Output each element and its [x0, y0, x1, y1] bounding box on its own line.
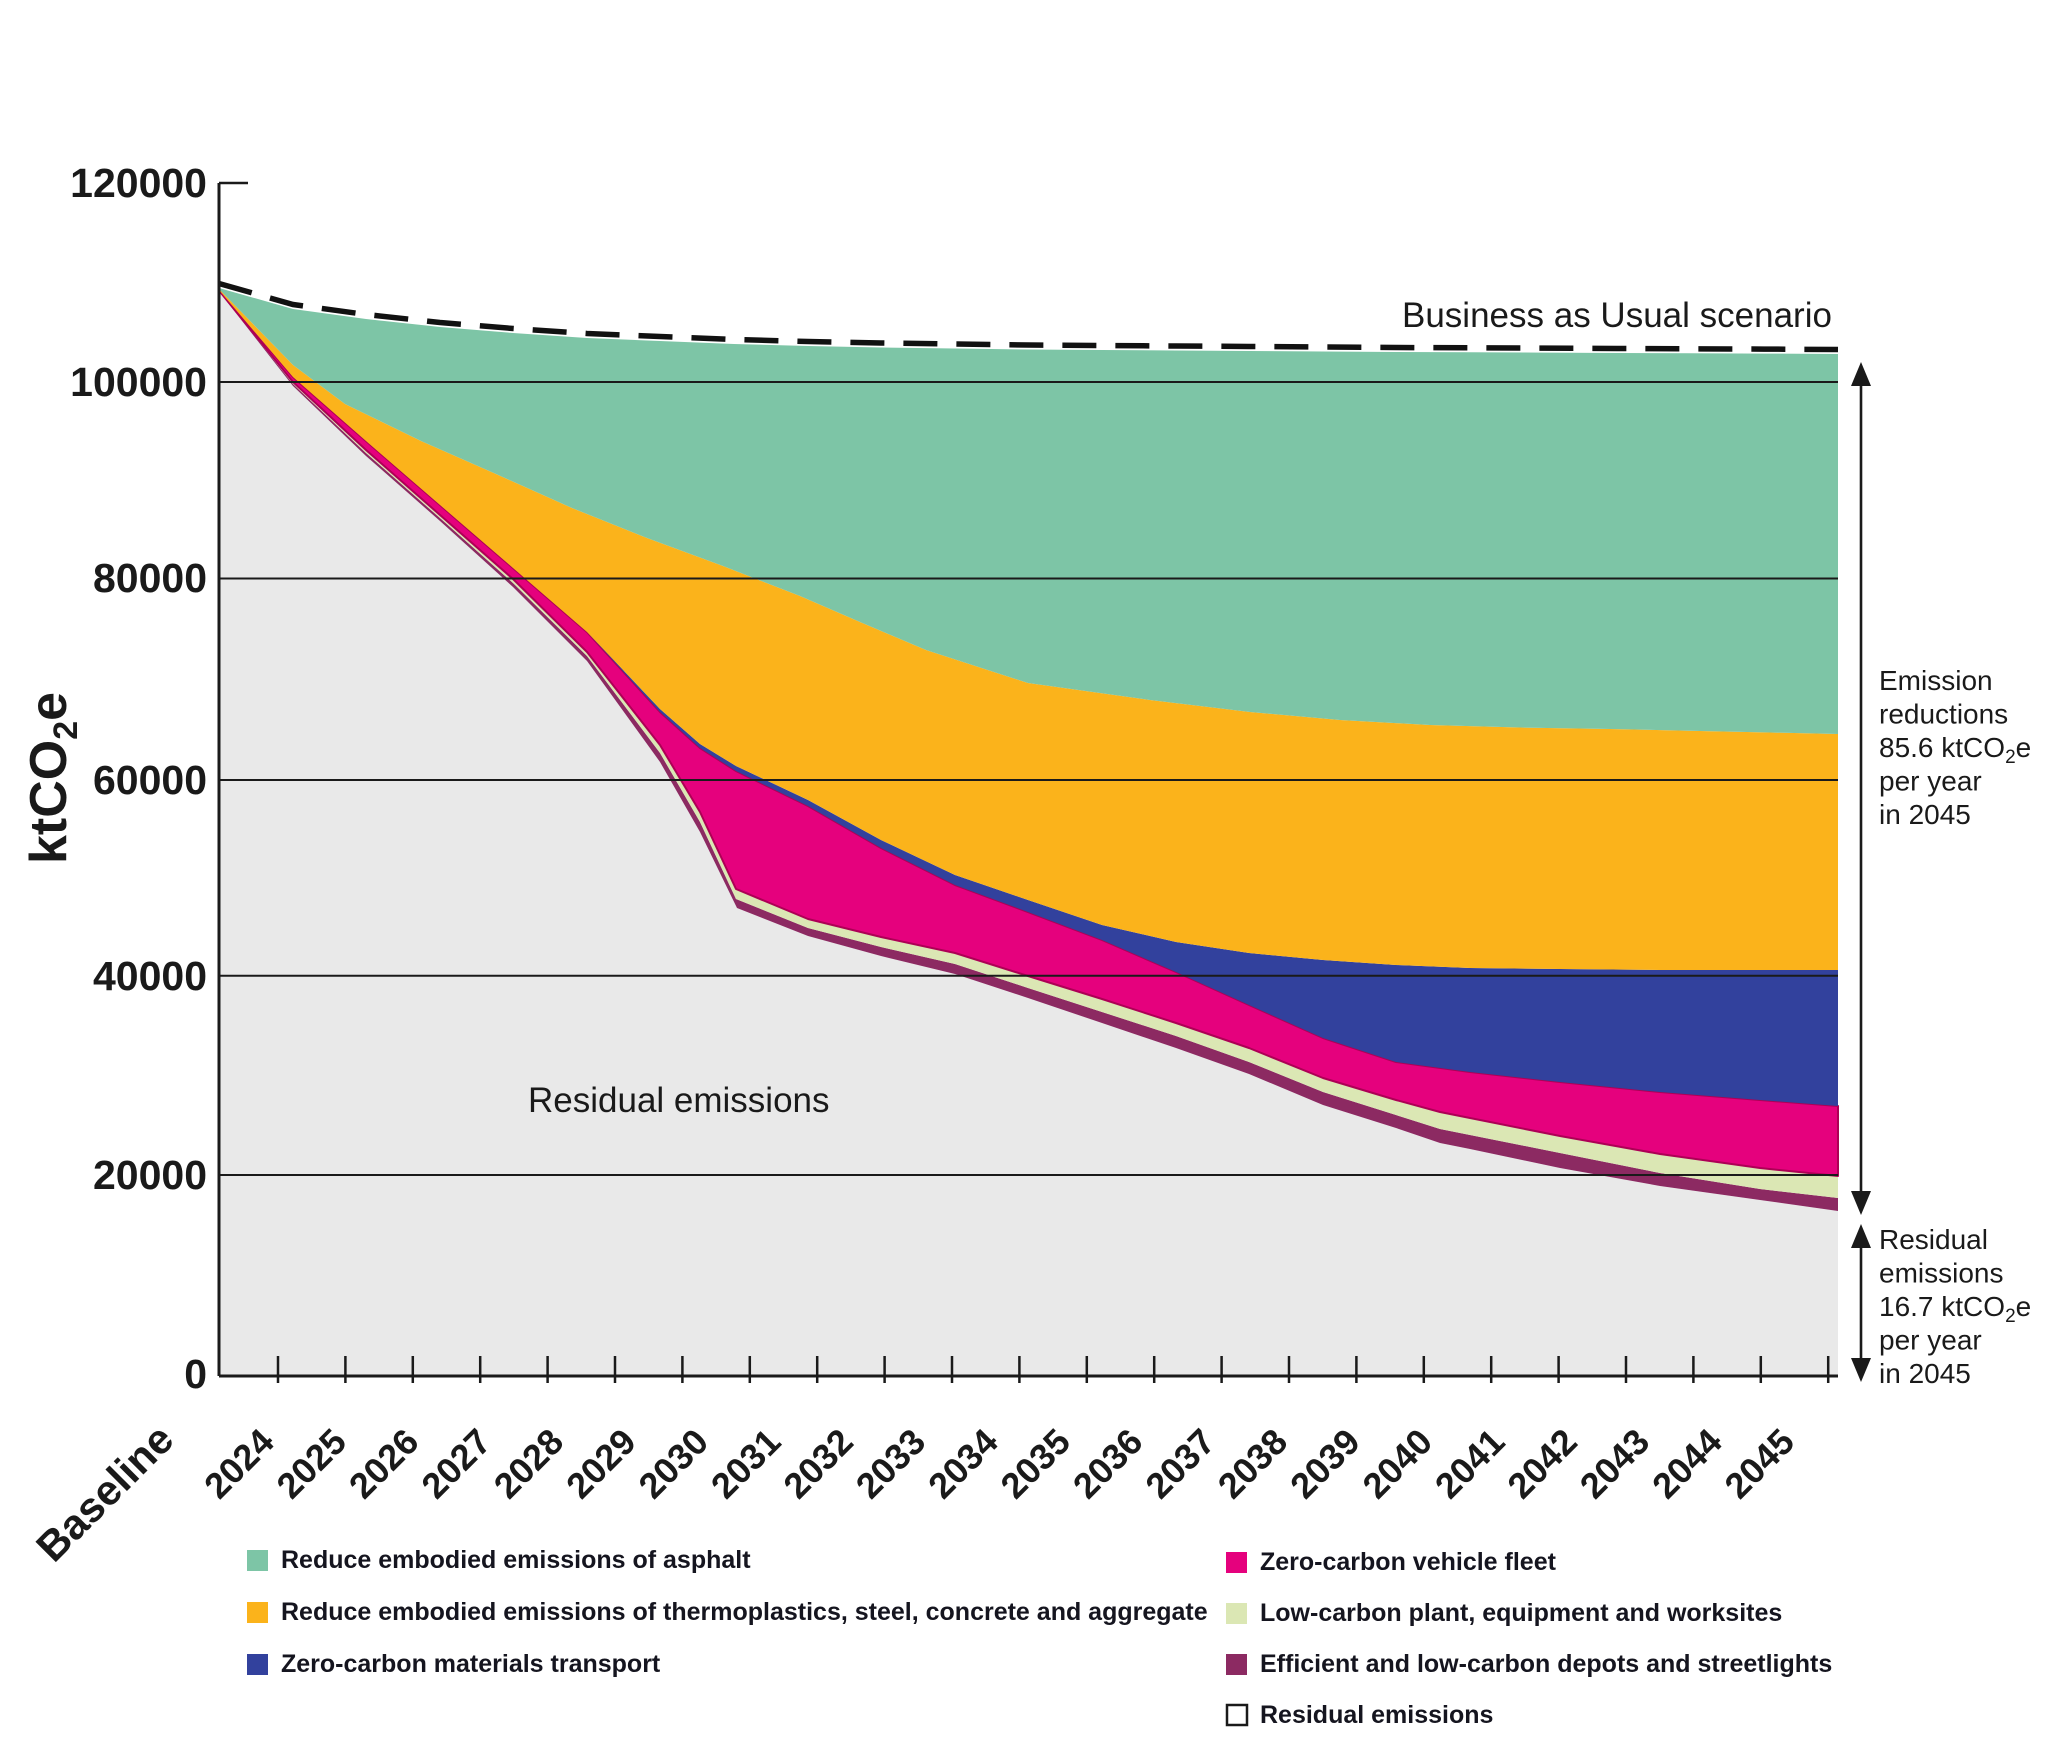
- svg-text:2043: 2043: [1572, 1421, 1658, 1507]
- svg-text:2041: 2041: [1427, 1421, 1513, 1507]
- svg-text:Residual emissions: Residual emissions: [1260, 1701, 1493, 1729]
- svg-text:2025: 2025: [268, 1421, 354, 1507]
- svg-text:2042: 2042: [1499, 1421, 1585, 1507]
- svg-text:Baseline: Baseline: [27, 1415, 182, 1570]
- svg-text:Zero-carbon materials transpor: Zero-carbon materials transport: [281, 1650, 661, 1678]
- svg-text:120000: 120000: [70, 160, 207, 206]
- svg-text:2040: 2040: [1354, 1421, 1440, 1507]
- svg-text:80000: 80000: [93, 555, 207, 601]
- svg-text:2032: 2032: [775, 1421, 861, 1507]
- svg-text:Low-carbon plant, equipment an: Low-carbon plant, equipment and worksite…: [1260, 1599, 1782, 1627]
- svg-text:2031: 2031: [703, 1421, 789, 1507]
- svg-text:2044: 2044: [1644, 1421, 1730, 1507]
- svg-text:2030: 2030: [630, 1421, 716, 1507]
- svg-text:60000: 60000: [93, 757, 207, 803]
- svg-text:Reduce embodied emissions of a: Reduce embodied emissions of asphalt: [281, 1546, 751, 1574]
- svg-text:2037: 2037: [1137, 1421, 1223, 1507]
- svg-text:2033: 2033: [848, 1421, 934, 1507]
- svg-text:2035: 2035: [992, 1421, 1078, 1507]
- svg-text:Reduce embodied emissions of t: Reduce embodied emissions of thermoplast…: [281, 1598, 1208, 1626]
- svg-text:Zero-carbon vehicle fleet: Zero-carbon vehicle fleet: [1260, 1548, 1557, 1576]
- svg-text:2027: 2027: [413, 1421, 499, 1507]
- svg-text:ktCO2e: ktCO2e: [20, 692, 85, 864]
- svg-text:0: 0: [184, 1351, 207, 1397]
- svg-text:Residual emissions: Residual emissions: [528, 1081, 830, 1120]
- svg-text:2034: 2034: [920, 1421, 1006, 1507]
- svg-text:100000: 100000: [70, 359, 207, 405]
- svg-text:2039: 2039: [1282, 1421, 1368, 1507]
- svg-text:2029: 2029: [558, 1421, 644, 1507]
- svg-text:2036: 2036: [1065, 1421, 1151, 1507]
- svg-text:Business as Usual scenario: Business as Usual scenario: [1402, 296, 1832, 335]
- svg-text:Efficient and low-carbon depot: Efficient and low-carbon depots and stre…: [1260, 1650, 1832, 1678]
- svg-text:20000: 20000: [93, 1152, 207, 1198]
- svg-text:40000: 40000: [93, 953, 207, 999]
- svg-text:2026: 2026: [341, 1421, 427, 1507]
- svg-text:2028: 2028: [486, 1421, 572, 1507]
- svg-text:2038: 2038: [1210, 1421, 1296, 1507]
- svg-text:2045: 2045: [1716, 1421, 1802, 1507]
- svg-text:2024: 2024: [196, 1421, 282, 1507]
